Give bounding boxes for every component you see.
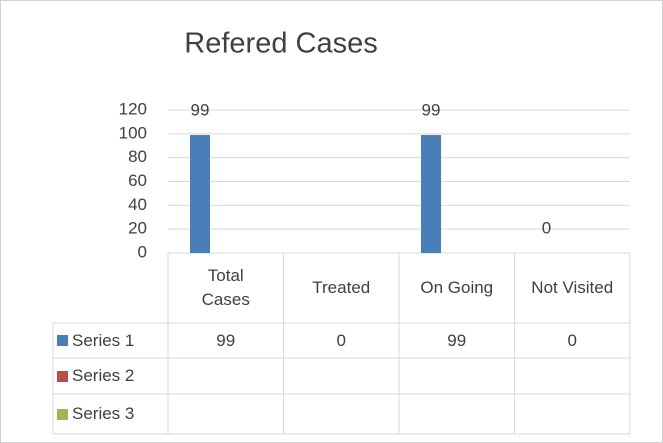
y-tick-label: 80 — [128, 147, 147, 166]
table-value: 0 — [336, 330, 346, 350]
legend-entry: Series 1 — [53, 323, 168, 358]
x-tick-label: Not Visited — [531, 278, 614, 297]
data-label: 99 — [422, 101, 441, 120]
legend-entry: Series 2 — [53, 358, 168, 394]
table-value: 0 — [567, 330, 577, 350]
y-tick-label: 120 — [119, 99, 147, 118]
y-tick-label: 20 — [128, 219, 147, 238]
y-tick-label: 40 — [128, 195, 147, 214]
x-tick-label: Treated — [312, 278, 371, 297]
legend-entry: Series 3 — [53, 394, 168, 434]
x-tick-label: Total Cases — [201, 266, 250, 309]
data-label: 99 — [191, 101, 210, 120]
y-tick-label: 0 — [138, 242, 147, 261]
legend-label: Series 1 — [72, 330, 135, 350]
legend-label: Series 3 — [72, 404, 135, 423]
y-tick-label: 60 — [128, 171, 147, 190]
legend-key — [57, 335, 68, 346]
legend-key — [57, 370, 68, 382]
bar — [421, 135, 441, 253]
chart-title: Refered Cases — [184, 28, 377, 60]
bar — [190, 135, 210, 253]
table-value: 99 — [216, 330, 236, 350]
legend-label: Series 2 — [72, 366, 135, 385]
x-tick-label: On Going — [420, 278, 494, 297]
data-label: 0 — [542, 218, 551, 237]
legend-key — [57, 408, 68, 420]
y-tick-label: 100 — [119, 123, 147, 142]
table-value: 99 — [447, 330, 467, 350]
